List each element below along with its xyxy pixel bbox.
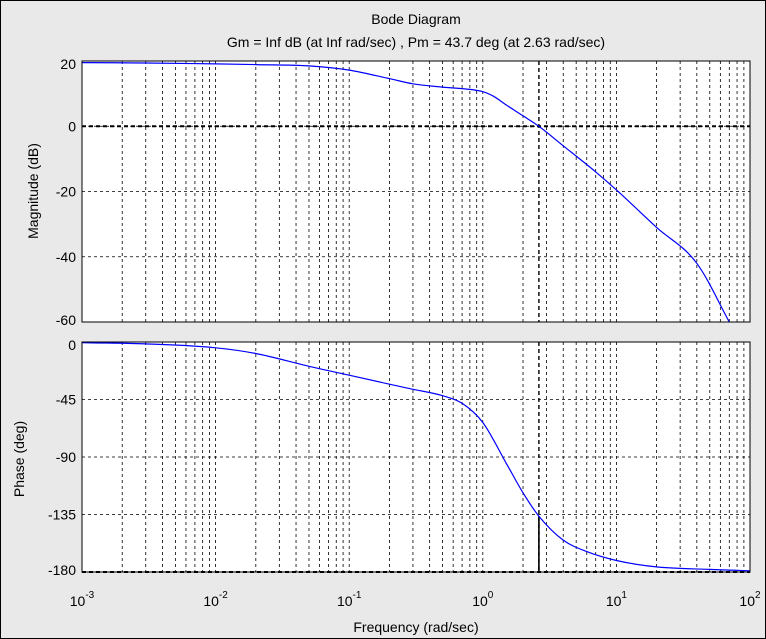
chart-title: Bode Diagram — [371, 11, 461, 27]
mag-plot-area — [82, 61, 750, 322]
x-tick-label: 102 — [739, 590, 761, 609]
phase-panel: 0 -45 -90 -135 -180 — [48, 337, 751, 578]
x-tick-labels: 10-3 10-2 10-1 100 101 102 — [70, 590, 761, 609]
mag-y-tick-label: -40 — [56, 249, 76, 265]
phase-y-tick-label: -90 — [56, 449, 76, 465]
mag-response-curve — [81, 62, 730, 323]
x-tick-label: 10-1 — [337, 590, 362, 609]
phase-y-tick-label: 0 — [68, 337, 76, 353]
magnitude-panel: 20 0 -20 -40 -60 — [56, 56, 751, 328]
chart-subtitle: Gm = Inf dB (at Inf rad/sec) , Pm = 43.7… — [227, 34, 605, 50]
x-tick-label: 100 — [472, 590, 494, 609]
x-tick-label: 10-3 — [70, 590, 95, 609]
x-axis-label: Frequency (rad/sec) — [353, 619, 478, 635]
mag-y-tick-label: 20 — [60, 56, 76, 72]
magnitude-y-axis-label: Magnitude (dB) — [25, 143, 41, 239]
x-tick-label: 101 — [606, 590, 628, 609]
phase-y-axis-label: Phase (deg) — [11, 421, 27, 497]
phase-axes-frame — [81, 341, 751, 573]
phase-y-tick-label: -45 — [56, 392, 76, 408]
phase-plot-area — [82, 342, 750, 572]
mag-y-tick-label: 0 — [68, 118, 76, 134]
mag-axes-frame — [81, 60, 751, 323]
mag-y-tick-label: -20 — [56, 184, 76, 200]
x-tick-label: 10-2 — [203, 590, 228, 609]
phase-y-tick-label: -180 — [48, 562, 76, 578]
phase-response-curve — [81, 342, 751, 572]
phase-y-tick-label: -135 — [48, 507, 76, 523]
mag-y-tick-label: -60 — [56, 312, 76, 328]
